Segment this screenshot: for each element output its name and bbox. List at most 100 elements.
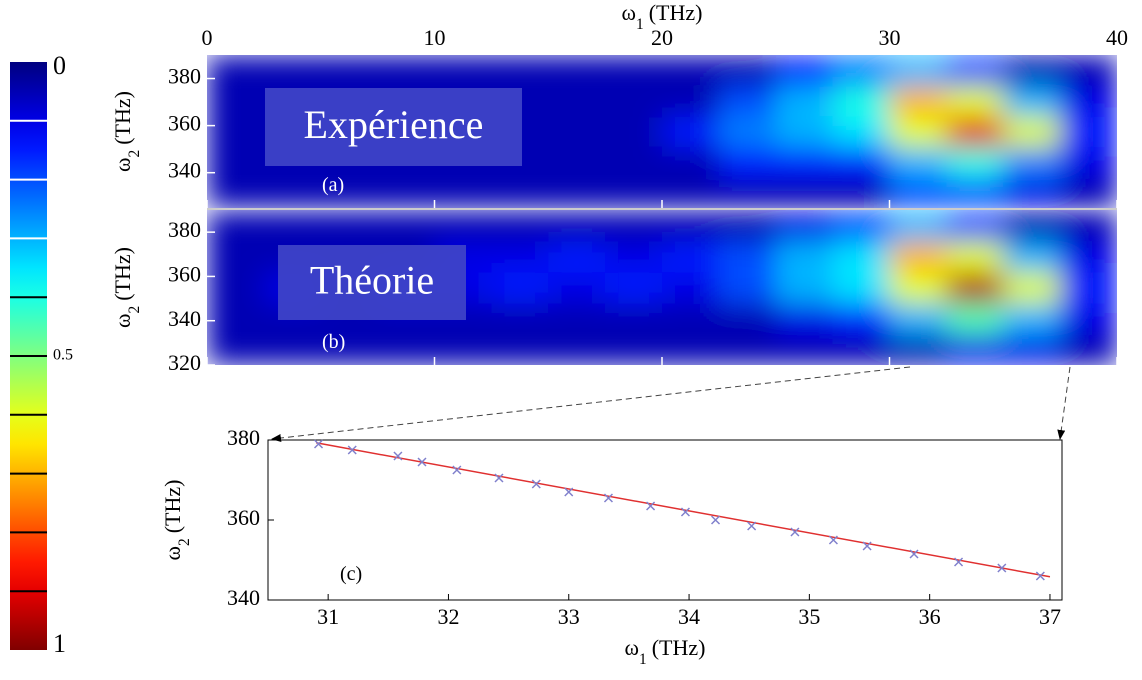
heatmap-cell bbox=[1003, 177, 1061, 208]
heatmap-cell bbox=[946, 85, 1004, 117]
heatmap-cell bbox=[1060, 55, 1117, 87]
heatmap-cell bbox=[832, 210, 890, 242]
heatmap-cell bbox=[718, 55, 777, 87]
heatmap-cell bbox=[207, 55, 265, 87]
heatmap-cell bbox=[662, 303, 720, 335]
heatmap-cell bbox=[263, 210, 322, 242]
heatmap-cell bbox=[889, 177, 947, 208]
x-tick-label: 20 bbox=[651, 25, 673, 50]
heatmap-cell bbox=[662, 177, 720, 208]
heatmap-cell bbox=[775, 146, 834, 178]
heatmap-cell bbox=[889, 210, 947, 242]
x-tick-label: 34 bbox=[678, 604, 700, 629]
heatmap-cell bbox=[320, 210, 379, 242]
axis-label: ω1 (THz) bbox=[622, 0, 703, 33]
y-tick-label: 360 bbox=[168, 111, 201, 136]
plot-frame bbox=[267, 439, 1063, 601]
heatmap-cell bbox=[662, 116, 720, 148]
data-point bbox=[997, 563, 1007, 573]
heatmap-cell bbox=[548, 85, 606, 117]
panel-label: (b) bbox=[322, 331, 345, 353]
heatmap-cell bbox=[889, 334, 947, 365]
x-tick-label: 30 bbox=[879, 25, 901, 50]
heatmap-cell bbox=[889, 55, 947, 87]
heatmap-cell bbox=[377, 334, 435, 365]
axis-label: ω2 (THz) bbox=[110, 247, 143, 328]
heatmap-cell bbox=[946, 146, 1004, 178]
heatmap-cell bbox=[662, 146, 720, 178]
y-tick-label: 360 bbox=[168, 261, 201, 286]
heatmap-cell bbox=[946, 210, 1004, 242]
heatmap-cell bbox=[491, 334, 549, 365]
heatmap-cell bbox=[775, 85, 834, 117]
x-tick-label: 0 bbox=[202, 25, 213, 50]
heatmap-cell bbox=[491, 210, 549, 242]
heatmap-cell bbox=[207, 334, 265, 365]
heatmap-cell bbox=[832, 303, 890, 335]
heatmap-cell bbox=[718, 85, 777, 117]
heatmap-cell bbox=[1003, 55, 1061, 87]
axis-symbol: ω bbox=[160, 546, 185, 560]
heatmap-cell bbox=[718, 177, 777, 208]
heatmap-cell bbox=[718, 210, 777, 242]
heatmap-cell bbox=[1060, 241, 1117, 273]
heatmap-cell bbox=[377, 210, 435, 242]
axis-subscript: 1 bbox=[639, 651, 647, 668]
y-tick-label: 340 bbox=[168, 306, 201, 331]
axis-label: ω2 (THz) bbox=[110, 91, 143, 172]
data-point bbox=[710, 515, 721, 525]
heatmap-cell bbox=[605, 55, 663, 87]
heatmap-cell bbox=[1060, 146, 1117, 178]
heatmap-cell bbox=[320, 334, 379, 365]
heatmap-cell bbox=[946, 116, 1004, 148]
panel-label: (a) bbox=[322, 174, 344, 196]
data-point bbox=[603, 493, 613, 503]
heatmap-cell bbox=[946, 55, 1004, 87]
data-point bbox=[494, 473, 504, 483]
heatmap-cell bbox=[207, 146, 265, 178]
heatmap-cell bbox=[889, 272, 947, 304]
heatmap-cell bbox=[889, 146, 947, 178]
heatmap-cell bbox=[491, 303, 549, 335]
heatmap-cell bbox=[775, 303, 834, 335]
heatmap-cell bbox=[832, 146, 890, 178]
heatmap-cell bbox=[377, 55, 435, 87]
data-point bbox=[747, 521, 757, 531]
colorbar-tick-label: 0 bbox=[53, 51, 66, 80]
data-point bbox=[1035, 571, 1045, 581]
heatmap-cell bbox=[491, 241, 549, 273]
heatmap-cell bbox=[775, 55, 834, 87]
heatmap-cell bbox=[491, 177, 549, 208]
heatmap-cell bbox=[775, 210, 834, 242]
x-tick-label: 35 bbox=[798, 604, 820, 629]
axis-subscript: 1 bbox=[636, 16, 644, 33]
heatmap-cell bbox=[775, 334, 834, 365]
y-tick-label: 340 bbox=[168, 158, 201, 183]
y-tick-label: 360 bbox=[227, 505, 260, 530]
axis-unit: (THz) bbox=[649, 0, 703, 25]
data-point bbox=[347, 445, 357, 455]
heatmap-cell bbox=[207, 241, 265, 273]
x-tick-label: 32 bbox=[437, 604, 459, 629]
heatmap-cell bbox=[662, 85, 720, 117]
heatmap-cell bbox=[207, 210, 265, 242]
heatmap-cell bbox=[889, 303, 947, 335]
heatmap-cell bbox=[832, 334, 890, 365]
heatmap-cell bbox=[491, 272, 549, 304]
heatmap-cell bbox=[207, 272, 265, 304]
axis-label: ω2 (THz) bbox=[160, 480, 193, 561]
heatmap-cell bbox=[832, 241, 890, 273]
heatmap-cell bbox=[605, 334, 663, 365]
data-point bbox=[680, 507, 690, 517]
heatmap-cell bbox=[605, 177, 663, 208]
heatmap-cell bbox=[832, 116, 890, 148]
heatmap-cell bbox=[946, 303, 1004, 335]
heatmap-cell bbox=[718, 241, 777, 273]
panel-label: (c) bbox=[340, 563, 362, 585]
data-point bbox=[646, 501, 656, 511]
heatmap-cell bbox=[832, 272, 890, 304]
annotation: Théorie bbox=[310, 258, 434, 303]
heatmap-cell bbox=[1003, 241, 1061, 273]
axis-symbol: ω bbox=[622, 0, 636, 25]
heatmap-cell bbox=[1060, 272, 1117, 304]
